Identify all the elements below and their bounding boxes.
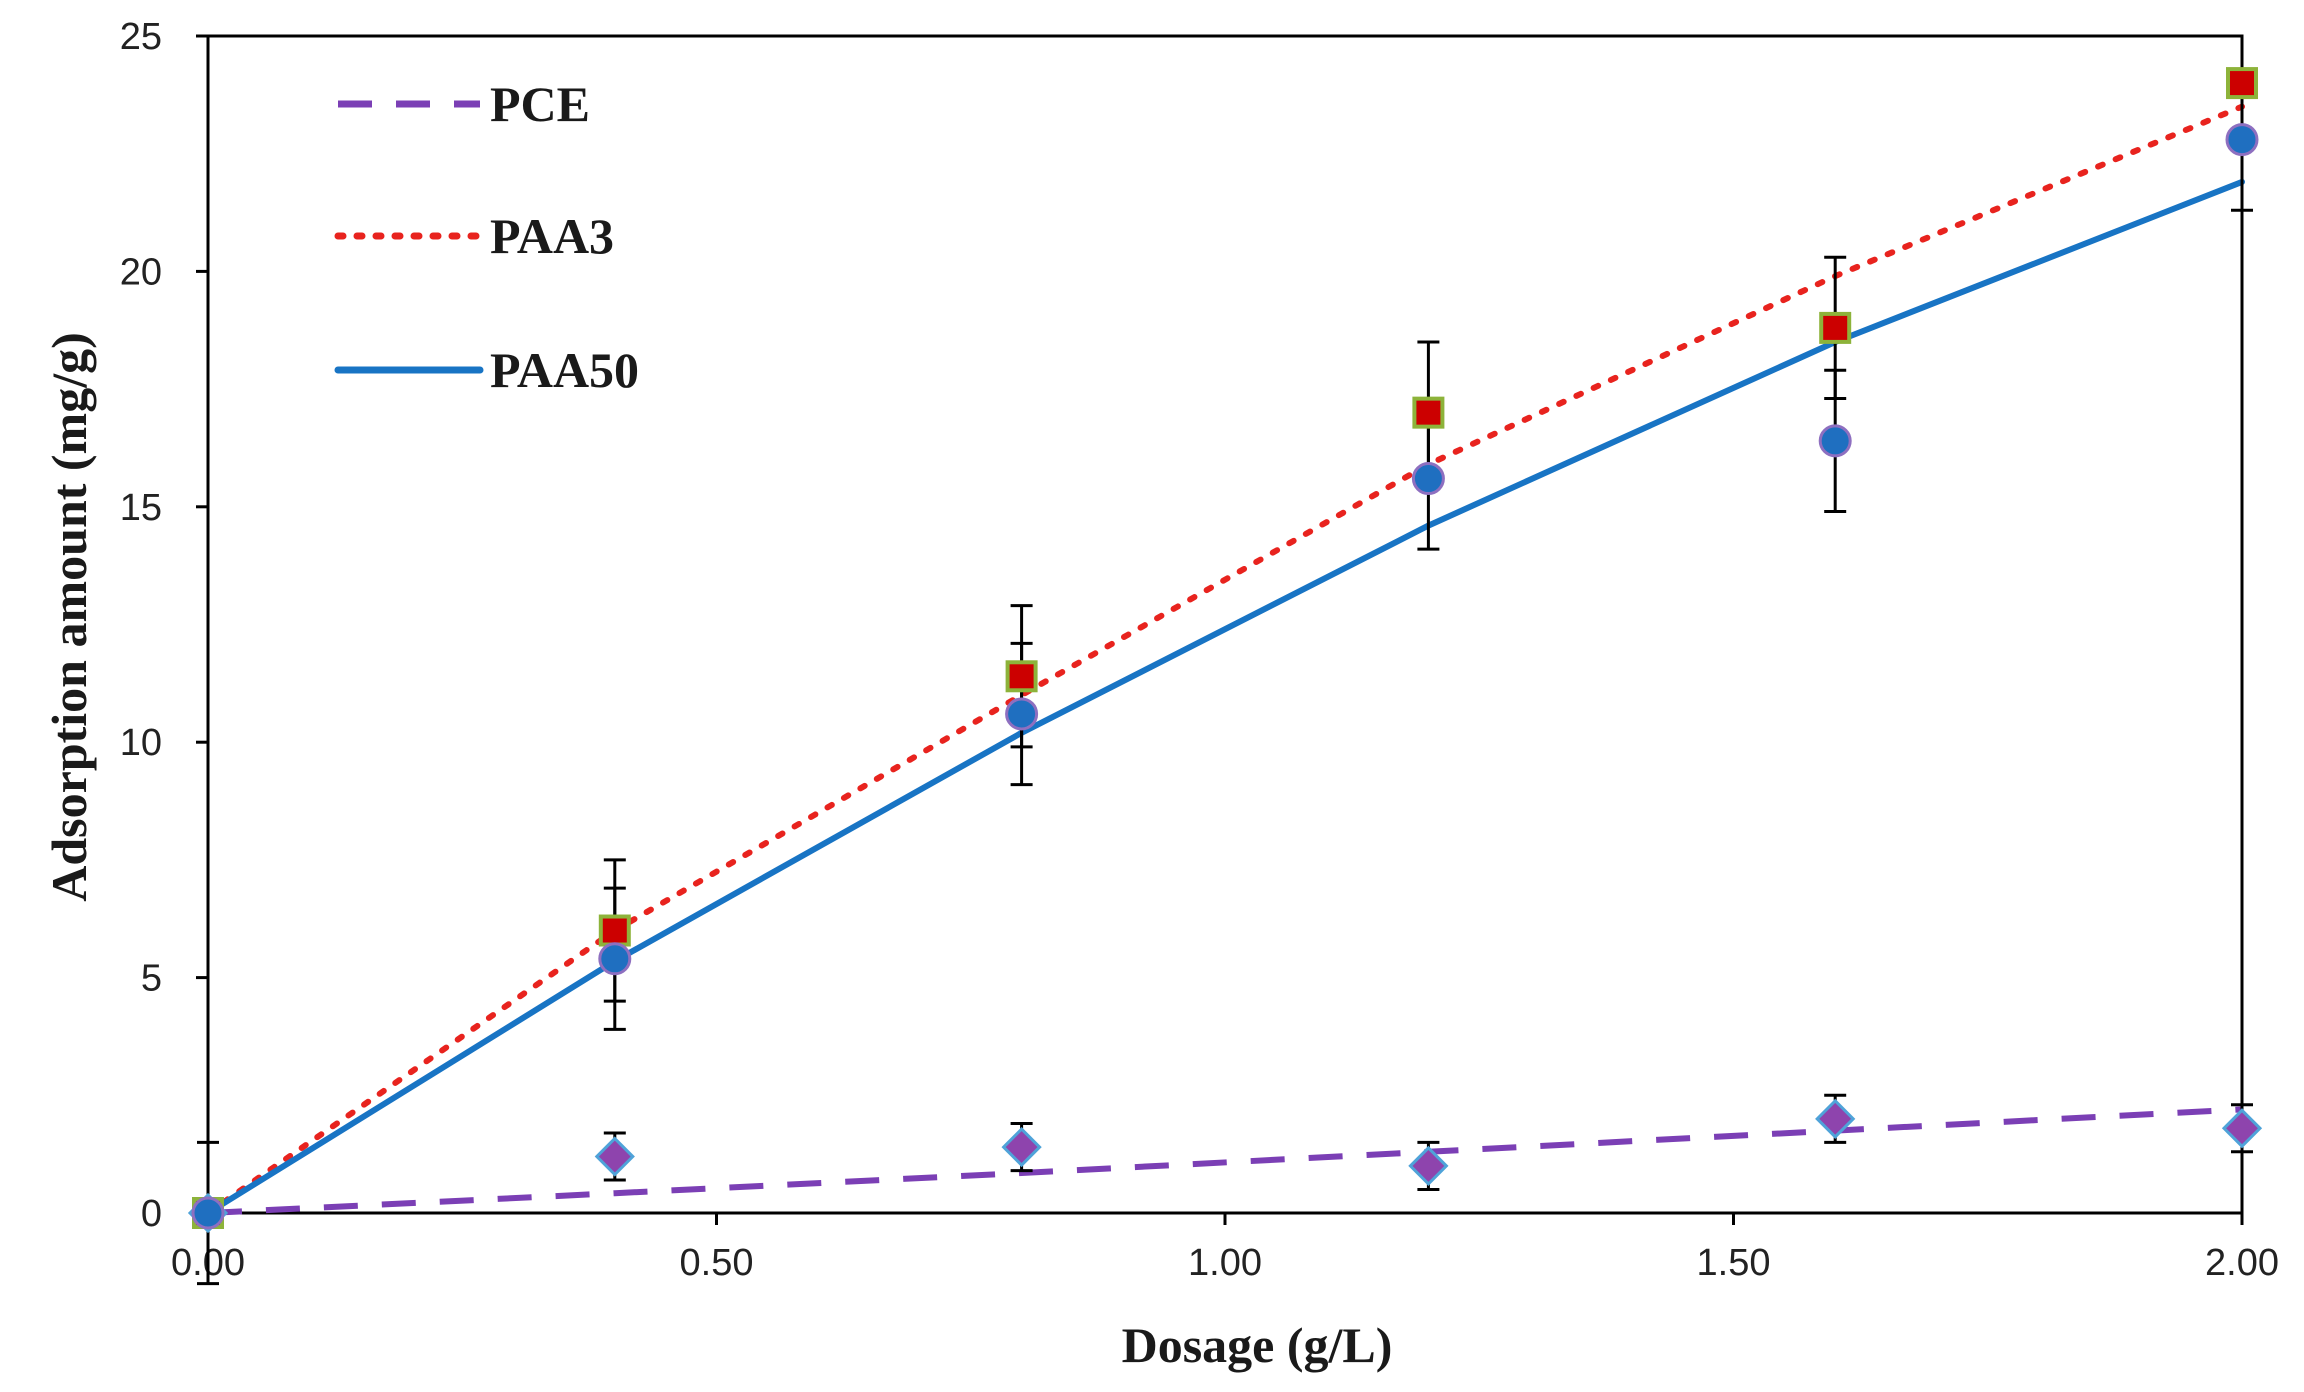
data-point-paa3: [1819, 311, 1852, 344]
y-tick-label: 25: [120, 16, 162, 58]
data-point-pce: [1001, 1126, 1042, 1168]
fit-lines: [205, 103, 2245, 1216]
data-point-paa50: [191, 1196, 225, 1230]
legend-label-paa50: PAA50: [490, 342, 639, 398]
fit-line-pce: [207, 1106, 2243, 1216]
x-axis-title: Dosage (g/L): [1122, 1317, 1393, 1373]
data-point-pce: [1408, 1145, 1449, 1187]
data-point-paa50: [1411, 462, 1445, 496]
x-tick-label: 1.00: [1188, 1242, 1262, 1284]
fit-line-paa3: [205, 103, 2245, 1216]
data-point-pce: [594, 1136, 635, 1177]
x-tick-label: 1.50: [1697, 1242, 1771, 1284]
data-markers: [187, 67, 2263, 1234]
data-point-pce: [2221, 1108, 2263, 1149]
y-tick-label: 10: [120, 722, 162, 764]
data-point-paa50: [2225, 123, 2259, 157]
y-tick-label: 5: [141, 958, 162, 1000]
x-axis-ticks: 0.00 0.50 1.00 1.50 2.00: [171, 1213, 2279, 1284]
fit-line-paa50: [205, 178, 2245, 1216]
data-point-paa3: [598, 914, 631, 947]
y-tick-label: 15: [120, 487, 162, 529]
data-point-paa50: [598, 942, 632, 976]
legend: PCE PAA3 PAA50: [334, 76, 639, 398]
data-point-paa50: [1818, 424, 1852, 458]
data-point-paa3: [2226, 67, 2258, 100]
y-tick-label: 20: [120, 251, 162, 293]
legend-label-paa3: PAA3: [490, 208, 614, 264]
data-point-pce: [1815, 1098, 1856, 1139]
y-tick-label: 0: [141, 1193, 162, 1235]
x-tick-label: 0.50: [680, 1242, 754, 1284]
data-point-paa3: [1005, 660, 1038, 693]
data-point-paa3: [1412, 396, 1445, 429]
y-axis-title: Adsorption amount (mg/g): [41, 332, 97, 901]
legend-label-pce: PCE: [490, 76, 590, 132]
x-tick-label: 2.00: [2205, 1242, 2279, 1284]
data-point-paa50: [1005, 697, 1039, 731]
y-axis-ticks: 0 5 10 15 20 25: [120, 16, 208, 1235]
